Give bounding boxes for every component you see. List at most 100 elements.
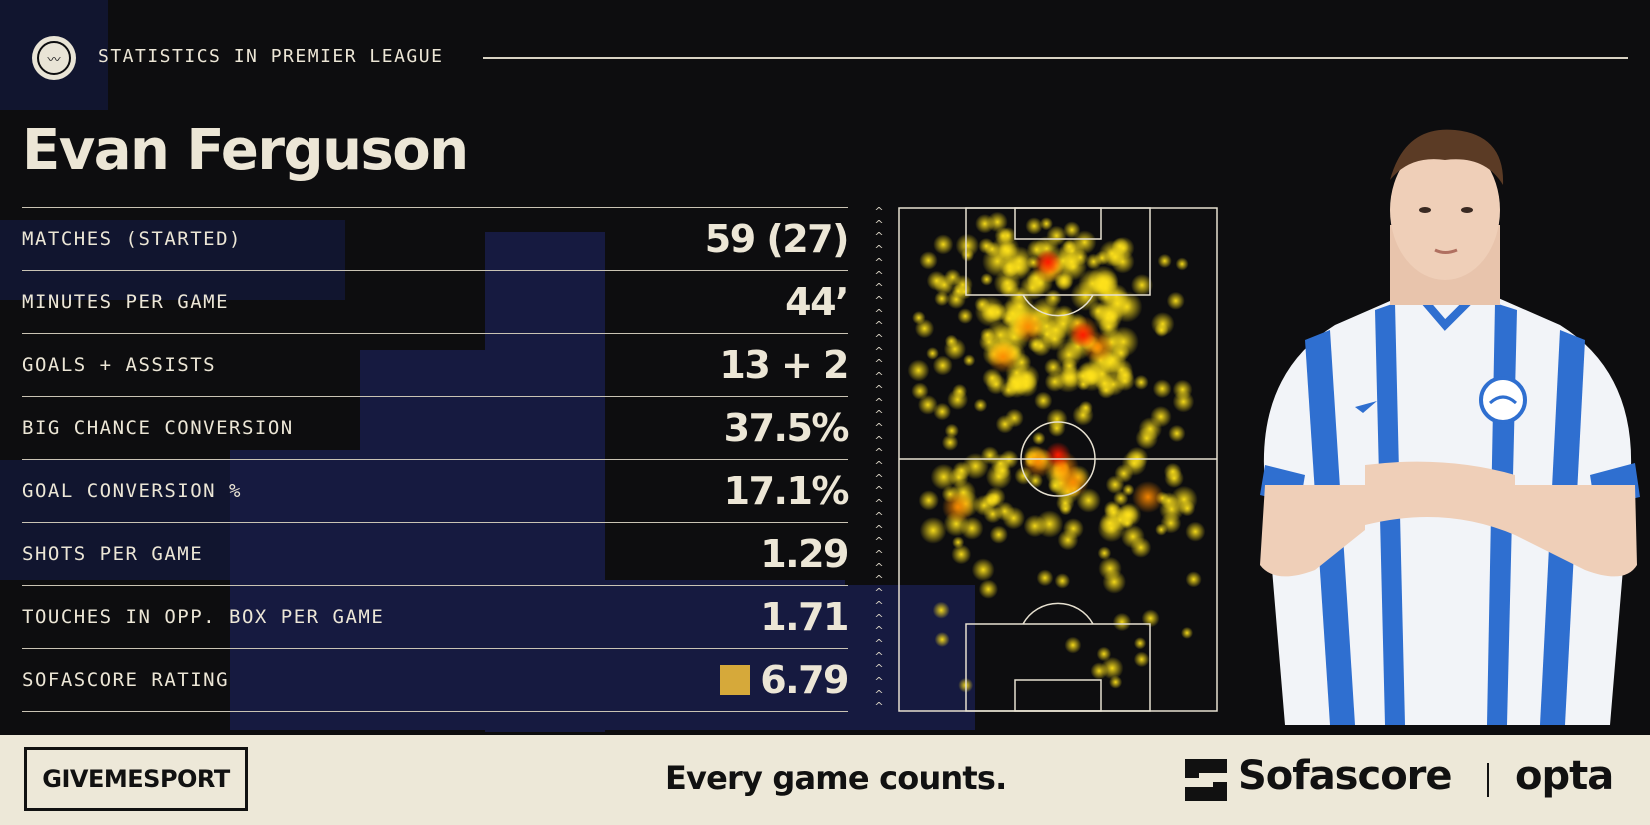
arrow-up-icon: ^: [874, 459, 884, 473]
heat-spot: [982, 245, 1013, 277]
stat-label: MATCHES (STARTED): [22, 228, 242, 250]
heat-spot: [1002, 506, 1026, 530]
arrow-up-icon: ^: [874, 586, 884, 600]
heat-spot: [989, 525, 1008, 544]
stat-value: 59 (27): [704, 217, 850, 261]
arrow-up-icon: ^: [874, 382, 884, 396]
heat-spot: [1163, 462, 1182, 481]
background-block: [230, 450, 360, 730]
heat-spot: [1133, 374, 1149, 390]
heat-spot: [1133, 637, 1147, 650]
heat-spot: [955, 233, 980, 258]
arrow-up-icon: ^: [874, 535, 884, 549]
heat-spot: [1063, 253, 1081, 271]
heat-spot: [944, 423, 959, 438]
heat-spot: [1175, 257, 1189, 271]
heat-spot: [926, 270, 947, 291]
heat-spot: [1130, 273, 1154, 297]
heat-spot: [926, 347, 939, 360]
arrow-up-icon: ^: [874, 230, 884, 244]
heat-spot: [1057, 466, 1089, 498]
heat-spot: [987, 341, 1019, 373]
attack-direction-arrows: ^ ^ ^ ^ ^ ^ ^ ^ ^ ^ ^ ^ ^ ^ ^ ^ ^ ^ ^ ^ ^ ^ ^ ^ ^ ^ ^ ^ ^ ^ ^ ^ ^ ^ ^ ^ ^ ^ ^ ^: [872, 205, 886, 712]
heat-spot: [1035, 249, 1061, 275]
givemesport-logo[interactable]: GIVEMESPORT: [24, 747, 248, 811]
arrow-up-icon: ^: [874, 268, 884, 282]
heat-spot: [1168, 424, 1186, 443]
heat-spot: [982, 368, 1003, 389]
stat-row: MATCHES (STARTED) 59 (27): [22, 207, 850, 270]
arrow-up-icon: ^: [874, 484, 884, 498]
heat-spot: [932, 355, 953, 376]
arrow-up-icon: ^: [874, 522, 884, 536]
heat-spot: [1135, 426, 1159, 450]
heat-spot: [942, 491, 974, 523]
arrow-up-icon: ^: [874, 293, 884, 307]
heat-spot: [917, 394, 938, 415]
heat-spot: [941, 434, 959, 451]
heat-spot: [1112, 612, 1132, 632]
opta-wordmark[interactable]: opta: [1515, 753, 1614, 799]
arrow-up-icon: ^: [874, 471, 884, 485]
heat-spot: [919, 516, 947, 544]
heat-spot: [1157, 253, 1172, 269]
heat-spot: [988, 302, 1007, 322]
heat-spot: [999, 278, 1019, 299]
arrow-up-icon: ^: [874, 649, 884, 663]
arrow-up-icon: ^: [874, 319, 884, 333]
heat-spot: [983, 504, 1003, 524]
heat-spot: [1064, 636, 1082, 654]
arrow-up-icon: ^: [874, 611, 884, 625]
rating-color-box: [720, 665, 751, 695]
arrow-up-icon: ^: [874, 573, 884, 587]
heat-spot: [971, 558, 995, 582]
arrow-up-icon: ^: [874, 205, 884, 218]
heat-spot: [1150, 405, 1172, 428]
arrow-up-icon: ^: [874, 306, 884, 320]
heat-spot: [1005, 254, 1032, 281]
stat-label: SOFASCORE RATING: [22, 669, 230, 691]
arrow-up-icon: ^: [874, 433, 884, 447]
heat-spot: [1152, 379, 1172, 399]
stat-label: TOUCHES IN OPP. BOX PER GAME: [22, 606, 385, 628]
heat-spot: [980, 273, 994, 286]
background-block: [0, 460, 230, 580]
sofascore-wordmark[interactable]: Sofascore: [1238, 753, 1453, 799]
heat-spot: [1170, 485, 1198, 514]
heat-spot: [975, 214, 995, 234]
heat-spot: [933, 402, 952, 421]
arrow-up-icon: ^: [874, 675, 884, 689]
heat-spot: [1025, 217, 1043, 235]
heat-spot: [1034, 391, 1053, 410]
heat-spot: [973, 398, 988, 413]
heat-spot: [1141, 609, 1160, 628]
background-block: [360, 350, 485, 730]
arrow-up-icon: ^: [874, 408, 884, 422]
heat-spot: [907, 359, 930, 382]
stat-label: BIG CHANCE CONVERSION: [22, 417, 294, 439]
arrow-up-icon: ^: [874, 497, 884, 511]
stat-value: 1.71: [760, 595, 849, 639]
stat-row: SOFASCORE RATING 6.79: [22, 648, 849, 712]
arrow-up-icon: ^: [874, 370, 884, 384]
heat-spot: [1087, 265, 1119, 297]
heat-spot: [1121, 450, 1147, 476]
heat-spot: [1045, 442, 1071, 468]
stat-row: BIG CHANCE CONVERSION 37.5%: [22, 396, 850, 459]
heat-spot: [1181, 626, 1194, 639]
arrow-up-icon: ^: [874, 420, 884, 434]
heat-spot: [993, 461, 1012, 480]
arrow-up-icon: ^: [874, 560, 884, 574]
heat-spot: [911, 382, 929, 400]
stat-value: 1.29: [760, 532, 849, 576]
footer-tagline: Every game counts.: [665, 759, 1007, 797]
heat-spot: [1046, 408, 1068, 430]
heat-spot: [1116, 504, 1139, 527]
heat-spot: [934, 632, 950, 647]
heat-spot: [1032, 431, 1046, 446]
background-block: [0, 220, 345, 300]
heat-spot: [1110, 249, 1135, 274]
heat-spot: [995, 414, 1015, 434]
heat-spot: [1006, 373, 1029, 395]
heat-spot: [1172, 379, 1193, 400]
